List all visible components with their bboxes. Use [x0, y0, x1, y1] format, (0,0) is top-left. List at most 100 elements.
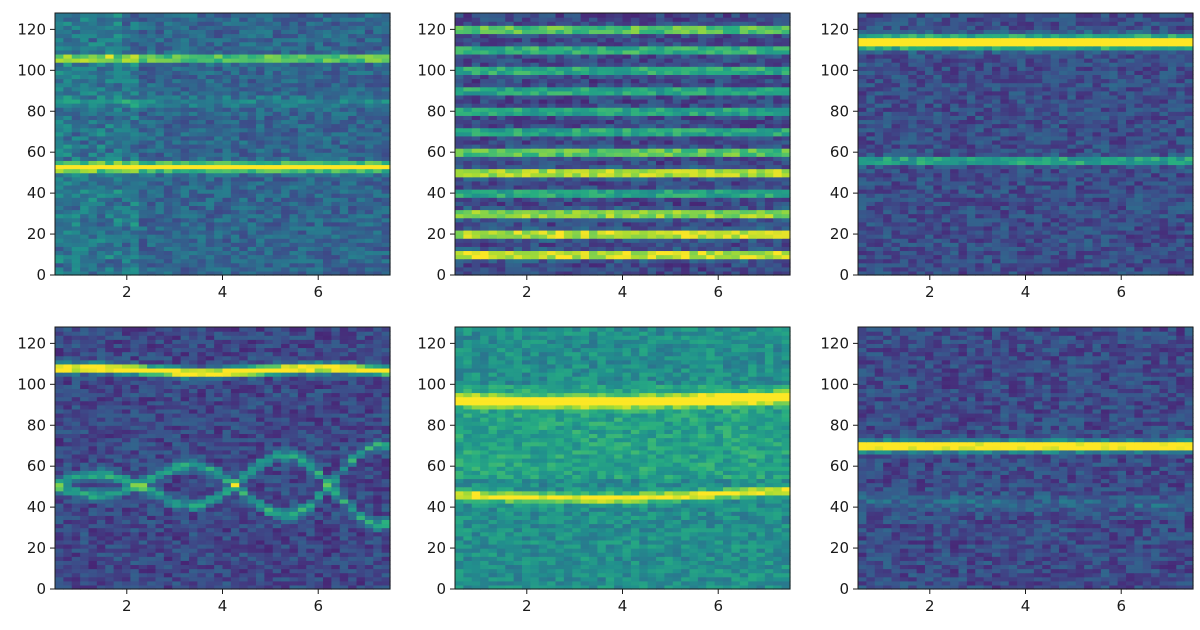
heatmap-cell [748, 90, 758, 96]
heatmap-cell [272, 131, 282, 137]
heatmap-cell [723, 152, 732, 157]
heatmap-cell [723, 58, 732, 63]
heatmap-cell [105, 82, 115, 88]
heatmap-cell [381, 189, 391, 194]
heatmap-cell [572, 258, 582, 264]
heatmap-cell [71, 90, 81, 96]
heatmap-cell [314, 82, 324, 88]
heatmap-cell [239, 127, 249, 133]
heatmap-cell [356, 197, 366, 202]
heatmap-cell [55, 152, 64, 157]
heatmap-cell [364, 172, 374, 178]
heatmap-cell [138, 135, 148, 141]
heatmap-cell [147, 107, 157, 112]
heatmap-cell [530, 131, 540, 137]
heatmap-cell [455, 86, 464, 92]
heatmap-cell [105, 258, 115, 264]
heatmap-cell [172, 262, 182, 268]
heatmap-cell [247, 58, 257, 63]
heatmap-cell [323, 258, 332, 264]
heatmap-cell [630, 148, 640, 153]
heatmap-cell [731, 70, 741, 75]
heatmap-cell [339, 82, 349, 88]
heatmap-cell [689, 201, 699, 206]
heatmap-cell [331, 139, 341, 145]
heatmap-cell [138, 25, 148, 30]
heatmap-cell [373, 25, 383, 30]
heatmap-cell [471, 221, 481, 227]
heatmap-cell [222, 242, 232, 247]
heatmap-cell [314, 103, 324, 108]
heatmap-cell [764, 29, 774, 35]
heatmap-cell [239, 234, 249, 239]
heatmap-cell [681, 189, 691, 194]
heatmap-cell [155, 254, 165, 260]
heatmap-cell [530, 234, 540, 239]
heatmap-cell [756, 205, 766, 211]
heatmap-cell [189, 225, 198, 231]
heatmap-cell [180, 201, 190, 206]
heatmap-cell [155, 33, 165, 39]
heatmap-cell [614, 266, 624, 272]
heatmap-cell [764, 250, 774, 256]
heatmap-cell [748, 123, 758, 129]
heatmap-cell [189, 49, 198, 55]
heatmap-cell [630, 213, 640, 219]
heatmap-cell [96, 160, 106, 166]
heatmap-cell [689, 197, 699, 202]
heatmap-cell [547, 234, 557, 239]
heatmap-cell [356, 29, 366, 35]
heatmap-cell [239, 258, 249, 264]
heatmap-cell [122, 74, 131, 80]
heatmap-cell [748, 180, 758, 186]
heatmap-cell [748, 103, 758, 108]
heatmap-cell [580, 205, 590, 211]
heatmap-cell [555, 58, 565, 63]
heatmap-cell [356, 180, 366, 186]
heatmap-cell [597, 49, 607, 55]
heatmap-cell [488, 53, 498, 59]
heatmap-cell [239, 197, 249, 202]
heatmap-cell [463, 217, 473, 223]
heatmap-cell [538, 246, 548, 252]
heatmap-cell [247, 238, 257, 243]
heatmap-cell [714, 234, 724, 239]
heatmap-cell [781, 254, 791, 260]
heatmap-cell [756, 82, 766, 88]
heatmap-cell [348, 242, 358, 247]
heatmap-cell [614, 172, 624, 178]
heatmap-cell [205, 94, 215, 100]
heatmap-cell [88, 262, 98, 268]
heatmap-cell [538, 242, 548, 247]
heatmap-cell [656, 238, 665, 243]
heatmap-cell [180, 90, 190, 96]
heatmap-cell [538, 254, 548, 260]
heatmap-cell [773, 90, 783, 96]
heatmap-cell [155, 238, 165, 243]
heatmap-cell [230, 119, 240, 125]
heatmap-cell [96, 13, 106, 18]
heatmap-cell [714, 29, 724, 35]
heatmap-cell [364, 234, 374, 239]
heatmap-cell [230, 78, 240, 84]
heatmap-cell [731, 148, 741, 153]
heatmap-cell [55, 148, 64, 153]
heatmap-cell [580, 98, 590, 104]
heatmap-cell [463, 135, 473, 141]
heatmap-cell [105, 201, 115, 206]
heatmap-cell [381, 86, 391, 92]
heatmap-cell [71, 82, 81, 88]
heatmap-cell [256, 94, 265, 100]
heatmap-cell [614, 29, 624, 35]
heatmap-cell [172, 123, 182, 129]
heatmap-cell [339, 209, 349, 215]
heatmap-cell [589, 242, 598, 247]
heatmap-cell [239, 115, 249, 121]
heatmap-cell [314, 201, 324, 206]
heatmap-cell [80, 201, 90, 206]
heatmap-cell [689, 49, 699, 55]
heatmap-cell [748, 139, 758, 145]
heatmap-cell [172, 53, 182, 59]
heatmap-cell [306, 94, 316, 100]
heatmap-cell [281, 246, 291, 252]
